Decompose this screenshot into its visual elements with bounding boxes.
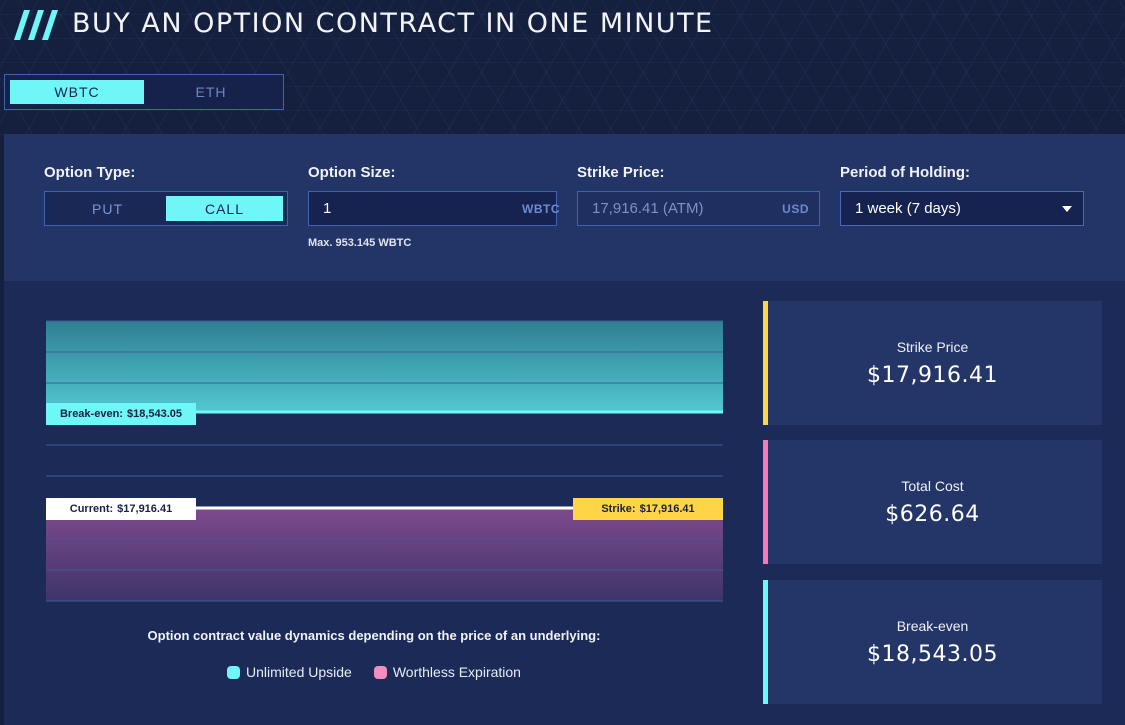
- summary-cards: Strike Price $17,916.41 Total Cost $626.…: [744, 281, 1125, 725]
- total-cost-value: $626.64: [885, 501, 980, 527]
- legend-item-upside: Unlimited Upside: [227, 664, 352, 680]
- legend-worthless-label: Worthless Expiration: [392, 664, 521, 680]
- option-size-label: Option Size:: [308, 164, 396, 181]
- current-price-tag: Current: $17,916.41: [46, 498, 196, 520]
- option-type-label: Option Type:: [44, 164, 136, 181]
- cyan-accent-bar: [763, 580, 768, 704]
- header: BUY AN OPTION CONTRACT IN ONE MINUTE: [0, 0, 1125, 50]
- payoff-chart-svg: [46, 320, 723, 602]
- current-tag-label: Current:: [69, 503, 114, 515]
- option-size-input[interactable]: [323, 200, 522, 217]
- strike-card-value: $17,916.41: [867, 362, 998, 388]
- strike-price-unit: USD: [782, 201, 809, 216]
- strike-price-label: Strike Price:: [577, 164, 665, 181]
- chart-caption: Option contract value dynamics depending…: [147, 628, 601, 643]
- strike-tag-label: Strike:: [601, 503, 636, 515]
- asset-tabs: WBTC ETH: [4, 74, 284, 110]
- option-size-max-hint: Max. 953.145 WBTC: [308, 237, 412, 249]
- breakeven-card: Break-even $18,543.05: [763, 580, 1102, 704]
- breakeven-tag-value: $18,543.05: [126, 408, 183, 420]
- payoff-chart: Break-even: $18,543.05 Current: $17,916.…: [4, 281, 744, 725]
- strike-card-label: Strike Price: [896, 338, 969, 355]
- downside-area: [46, 508, 723, 601]
- breakeven-card-value: $18,543.05: [867, 641, 998, 667]
- option-form: Option Type: PUT CALL Option Size: WBTC …: [4, 134, 1125, 281]
- strike-price-tag: Strike: $17,916.41: [573, 498, 723, 520]
- breakeven-tag: Break-even: $18,543.05: [46, 403, 196, 425]
- breakeven-tag-label: Break-even:: [59, 408, 123, 420]
- period-label: Period of Holding:: [840, 164, 970, 181]
- option-type-toggle: PUT CALL: [44, 191, 288, 226]
- yellow-accent-bar: [763, 301, 768, 425]
- strike-price-card: Strike Price $17,916.41: [763, 301, 1102, 425]
- option-size-unit: WBTC: [522, 201, 560, 216]
- chart-legend: Unlimited Upside Worthless Expiration: [4, 664, 744, 680]
- gridlines: [46, 320, 723, 602]
- strike-tag-value: $17,916.41: [639, 503, 695, 515]
- pink-accent-bar: [763, 440, 768, 564]
- option-size-field: WBTC: [308, 191, 560, 226]
- pink-dot-icon: [373, 665, 387, 679]
- hex-background: [0, 0, 1125, 135]
- upside-area: [46, 321, 723, 411]
- legend-item-worthless: Worthless Expiration: [373, 664, 521, 680]
- breakeven-card-label: Break-even: [896, 617, 969, 634]
- period-selected-value: 1 week (7 days): [855, 200, 961, 217]
- total-cost-label: Total Cost: [901, 477, 964, 494]
- total-cost-card: Total Cost $626.64: [763, 440, 1102, 564]
- caret-down-icon: [1062, 205, 1072, 212]
- strike-price-field: 17,916.41 (ATM) USD: [577, 191, 820, 226]
- current-tag-value: $17,916.41: [117, 503, 173, 515]
- call-button[interactable]: CALL: [166, 196, 283, 221]
- put-button[interactable]: PUT: [92, 200, 123, 217]
- tab-eth[interactable]: ETH: [195, 84, 227, 100]
- legend-upside-label: Unlimited Upside: [246, 664, 352, 680]
- page-title: BUY AN OPTION CONTRACT IN ONE MINUTE: [72, 8, 714, 39]
- tab-wbtc[interactable]: WBTC: [10, 80, 144, 104]
- cyan-dot-icon: [227, 665, 241, 679]
- slashes-logo-icon: [14, 10, 58, 40]
- strike-price-value: 17,916.41 (ATM): [592, 200, 704, 217]
- period-select[interactable]: 1 week (7 days): [840, 191, 1084, 226]
